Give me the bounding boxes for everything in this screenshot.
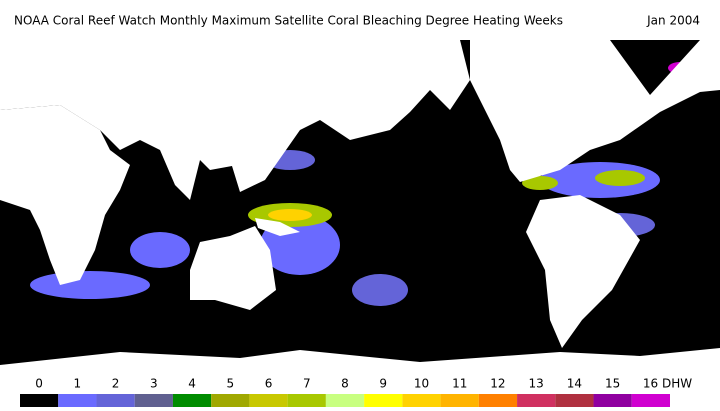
legend-swatch xyxy=(364,394,403,407)
land xyxy=(0,40,720,375)
legend-label: 13 xyxy=(529,377,544,391)
legend-swatch xyxy=(593,394,632,407)
patch xyxy=(352,274,408,306)
legend-label: 11 xyxy=(452,377,467,391)
legend-swatch xyxy=(58,394,97,407)
map-title: NOAA Coral Reef Watch Monthly Maximum Sa… xyxy=(14,14,563,28)
legend-label: 12 xyxy=(490,377,505,391)
legend-swatch xyxy=(517,394,556,407)
legend-label: 7 xyxy=(303,377,311,391)
legend-label: 2 xyxy=(112,377,120,391)
legend-label: 10 xyxy=(414,377,429,391)
legend-label: 9 xyxy=(379,377,387,391)
legend-label: 16 DHW xyxy=(643,377,692,391)
legend-swatch xyxy=(249,394,288,407)
map-date: Jan 2004 xyxy=(646,14,700,28)
legend: 0 1 2 3 4 5 6 7 8 9 10 11 12 13 14 15 16 DHW xyxy=(20,377,692,407)
legend-label: 8 xyxy=(341,377,349,391)
legend-label: 14 xyxy=(567,377,582,391)
legend-swatch xyxy=(20,394,59,407)
africa xyxy=(0,105,130,285)
patch xyxy=(268,209,312,221)
legend-swatch xyxy=(172,394,212,407)
legend-swatch xyxy=(402,394,441,407)
legend-label: 1 xyxy=(74,377,82,391)
map xyxy=(0,40,720,375)
legend-swatch xyxy=(134,394,173,407)
patch xyxy=(522,176,558,190)
legend-label: 3 xyxy=(150,377,158,391)
legend-label: 4 xyxy=(188,377,196,391)
legend-swatch xyxy=(440,394,479,407)
antarctica xyxy=(0,348,720,375)
patch xyxy=(30,271,150,299)
legend-swatch xyxy=(287,394,326,407)
legend-swatch xyxy=(478,394,518,407)
legend-swatch xyxy=(555,394,594,407)
legend-label: 0 xyxy=(35,377,43,391)
north-america xyxy=(470,40,720,182)
legend-swatch xyxy=(96,394,135,407)
legend-swatch xyxy=(631,394,670,407)
patch xyxy=(130,232,190,268)
legend-swatch xyxy=(325,394,365,407)
eurasia xyxy=(0,40,470,200)
legend-label: 5 xyxy=(226,377,234,391)
australia xyxy=(190,226,276,310)
south-america xyxy=(526,195,640,348)
legend-label: 6 xyxy=(265,377,273,391)
new-guinea xyxy=(255,218,300,236)
legend-swatch xyxy=(211,394,250,407)
patch xyxy=(595,170,645,186)
legend-label: 15 xyxy=(605,377,620,391)
